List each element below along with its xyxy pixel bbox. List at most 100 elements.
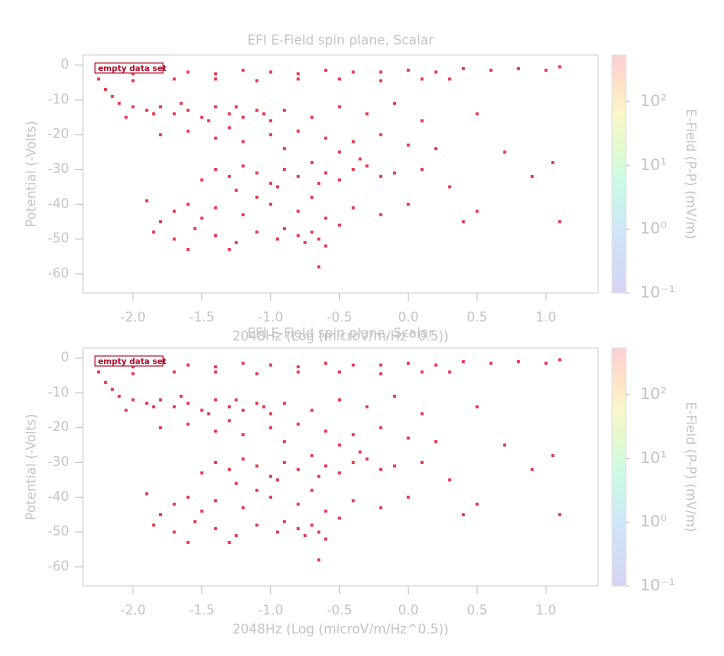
point (186, 401, 190, 405)
point (207, 412, 211, 416)
point (461, 360, 465, 364)
points (97, 358, 562, 562)
point (558, 513, 562, 517)
point (461, 67, 465, 71)
point (310, 408, 314, 412)
point (269, 202, 273, 206)
y-tick-label: -40 (48, 490, 69, 505)
point (152, 523, 156, 527)
point (558, 220, 562, 224)
point (159, 426, 163, 430)
point (234, 534, 238, 538)
point (214, 136, 218, 140)
point (269, 495, 273, 499)
point (365, 405, 369, 409)
colorbar-tick-label: 10⁻¹ (640, 576, 675, 595)
point (475, 209, 479, 213)
annotation-box (94, 355, 164, 367)
point (379, 133, 383, 137)
point (193, 520, 197, 524)
point (434, 363, 438, 367)
point (351, 363, 355, 367)
point (337, 105, 341, 109)
point (282, 520, 286, 524)
y-tick-label: -60 (48, 266, 69, 281)
point (420, 119, 424, 123)
point (317, 181, 321, 185)
point (530, 467, 534, 471)
y-tick-label: -60 (48, 559, 69, 574)
point (269, 70, 273, 74)
point (393, 394, 397, 398)
point (152, 405, 156, 409)
point (255, 488, 259, 492)
point (324, 136, 328, 140)
annotation-box (94, 62, 164, 74)
y-tick-label: -10 (48, 92, 69, 107)
point (214, 167, 218, 171)
point (172, 502, 176, 506)
point (262, 112, 266, 116)
point (227, 126, 231, 130)
point (159, 398, 163, 402)
point (214, 72, 218, 76)
point (179, 394, 183, 398)
x-tick-label: -1.5 (189, 311, 214, 326)
point (379, 372, 383, 376)
point (97, 77, 101, 81)
y-tick-label: -30 (48, 162, 69, 177)
point (214, 234, 218, 238)
point (172, 112, 176, 116)
point (214, 429, 218, 433)
y-axis-label: Potential (-Volts) (25, 121, 40, 227)
point (186, 108, 190, 112)
point (269, 426, 273, 430)
x-tick-label: 0.0 (398, 604, 419, 619)
point (214, 499, 218, 503)
point (296, 209, 300, 213)
point (145, 492, 149, 496)
x-tick-label: -2.0 (120, 311, 145, 326)
point (351, 70, 355, 74)
x-tick-label: -2.0 (120, 604, 145, 619)
point (337, 370, 341, 374)
point (379, 213, 383, 217)
point (200, 408, 204, 412)
point (337, 223, 341, 227)
y-tick-label: -20 (48, 420, 69, 435)
point (379, 506, 383, 510)
point (296, 370, 300, 374)
colorbar (611, 347, 627, 587)
point (406, 495, 410, 499)
point (544, 361, 548, 365)
point (558, 358, 562, 362)
chart-title: EFI E-Field spin plane, Scalar (247, 34, 434, 49)
point (317, 558, 321, 562)
point (269, 133, 273, 137)
colorbar-tick-label: 10⁻¹ (640, 283, 675, 302)
point (241, 213, 245, 217)
point (530, 174, 534, 178)
point (296, 422, 300, 426)
point (262, 405, 266, 409)
point (379, 79, 383, 83)
y-tick-label: -10 (48, 385, 69, 400)
colorbar-tick-label: 10² (640, 384, 667, 403)
point (234, 188, 238, 192)
point (317, 265, 321, 269)
y-tick-label: -30 (48, 455, 69, 470)
point (310, 488, 314, 492)
point (172, 405, 176, 409)
point (448, 77, 452, 81)
point (193, 227, 197, 231)
point (241, 408, 245, 412)
point (255, 108, 259, 112)
point (358, 157, 362, 161)
x-tick-label: -1.5 (189, 604, 214, 619)
x-axis-label: 2048Hz (Log (microV/m/Hz^0.5)) (232, 330, 448, 345)
point (227, 248, 231, 252)
point (337, 398, 341, 402)
point (172, 370, 176, 374)
chart-title: EFI E-Field spin plane, Scalar (247, 327, 434, 342)
point (255, 401, 259, 405)
